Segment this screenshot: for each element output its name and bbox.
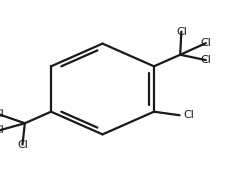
Text: Cl: Cl [0,125,5,135]
Text: Cl: Cl [0,109,5,119]
Text: Cl: Cl [200,38,211,48]
Text: Cl: Cl [200,55,211,65]
Text: Cl: Cl [176,27,187,37]
Text: Cl: Cl [183,110,194,120]
Text: Cl: Cl [17,140,28,150]
